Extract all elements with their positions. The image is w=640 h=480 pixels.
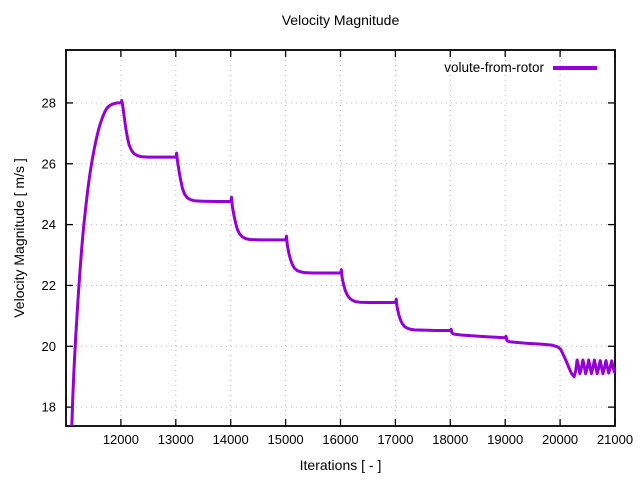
- series-line: [70, 99, 615, 426]
- y-tick-label: 20: [42, 339, 56, 354]
- chart-title: Velocity Magnitude: [281, 12, 400, 28]
- y-tick-label: 18: [42, 400, 56, 415]
- y-axis-label: Velocity Magnitude [ m/s ]: [11, 158, 27, 318]
- x-tick-label: 21000: [597, 432, 633, 447]
- x-tick-label: 20000: [542, 432, 578, 447]
- legend-line-sample: [553, 66, 597, 70]
- plot-border: [65, 49, 616, 427]
- x-tick-label: 12000: [103, 432, 139, 447]
- x-tick-label: 19000: [487, 432, 523, 447]
- x-tick-label: 18000: [432, 432, 468, 447]
- x-tick-label: 13000: [158, 432, 194, 447]
- x-tick-label: 16000: [322, 432, 358, 447]
- x-tick-label: 17000: [377, 432, 413, 447]
- y-tick-label: 24: [42, 217, 56, 232]
- legend: volute-from-rotor: [444, 60, 597, 76]
- y-tick-label: 26: [42, 156, 56, 171]
- y-tick-label: 22: [42, 278, 56, 293]
- y-tick-label: 28: [42, 95, 56, 110]
- x-tick-label: 15000: [268, 432, 304, 447]
- legend-label: volute-from-rotor: [444, 60, 544, 75]
- x-tick-label: 14000: [213, 432, 249, 447]
- x-axis-label: Iterations [ - ]: [299, 457, 382, 473]
